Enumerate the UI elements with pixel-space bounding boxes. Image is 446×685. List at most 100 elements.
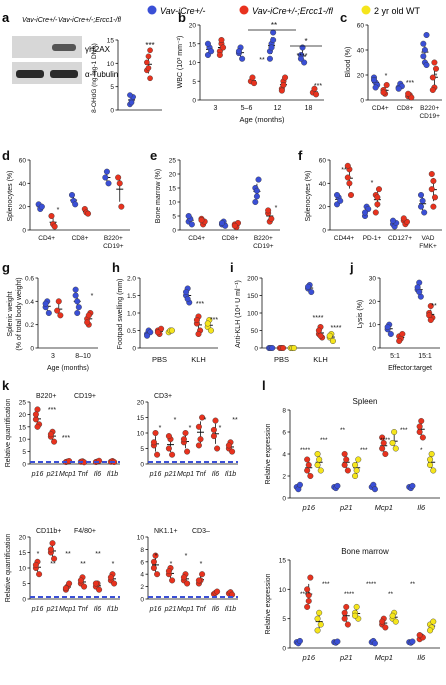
y-tick-label-k1: 5 [22,449,26,456]
data-point-l2 [296,637,303,644]
sig-k2-3: * [204,417,207,424]
data-point-l1 [427,462,434,469]
panel-letter-c: c [340,10,347,25]
x-tick-label-d: CD19+ [103,243,124,250]
y-tick-label-h: 1.0 [127,311,136,318]
data-point-h [184,296,191,303]
x-tick-label-k1: Il1b [107,471,118,478]
panel-f: 0 20 40 60 [319,158,442,235]
data-point-e [265,207,272,214]
x-tick-label-k4: Il1b [225,606,236,613]
panel-letter-g: g [2,260,10,275]
y-tick-label-l2: 10 [279,587,287,594]
sig-k3-2: ** [65,551,71,558]
sig-k4-0: * [155,553,158,560]
sig-k3-4: ** [95,551,101,558]
data-point-a [147,47,153,54]
panel-j: 0 10 20 30 [369,276,440,353]
data-point-b [204,40,211,47]
y-tick-label-f: 0 [322,228,326,235]
y-tick-label-l1: 2 [282,474,286,481]
data-point-k3 [66,580,73,587]
sig-l1-2: ** [340,427,346,434]
data-point-i [269,345,276,352]
data-point-k4 [152,552,159,559]
data-point-l1 [304,456,311,463]
sig-c-2: *** [406,80,414,87]
x-label-g: Age (months) [47,365,89,372]
x-tick-label-d: CD8+ [72,235,89,242]
data-point-k3 [96,586,103,593]
data-point-l2 [343,603,350,610]
data-point-d [116,180,123,187]
data-point-h [183,289,190,296]
sig-l1-5: *** [400,427,408,434]
data-point-l2 [379,618,386,625]
y-tick-label-b: 10 [189,60,197,67]
data-point-l1 [430,467,437,474]
data-point-c [421,47,428,54]
data-point-f [344,174,351,181]
x-tick-label-k2: Il6 [212,471,220,478]
blot-band-gh2ax [12,36,82,58]
x-tick-label-b: 12 [274,105,282,112]
y-label-d: Splenocytes (%) [7,171,14,222]
x-tick-label-k1: Il6 [94,471,102,478]
sig-k2-4: * [219,425,222,432]
data-point-g [74,310,81,317]
y-label-c: Blood (%) [345,47,352,78]
y-tick-label-f: 20 [319,204,327,211]
sig-d-1: * [57,207,60,214]
data-point-f [374,194,381,201]
data-point-e [253,193,260,200]
data-point-i [280,345,287,352]
panel-letter-h: h [112,260,120,275]
y-label-j: Lysis (%) [357,300,364,329]
blot-header-2: Vav-iCre+/-;Ercc1-/fl [58,17,121,24]
data-point-i [290,345,297,352]
data-point-h [154,329,161,336]
data-point-k3 [51,555,58,562]
data-point-c [380,89,387,96]
panel-title-k4: NK1.1+ [154,528,178,535]
data-point-l1 [341,462,348,469]
panel-l2: 0 5 10 15 [279,558,440,653]
data-point-l1 [392,445,399,452]
panel-title-k1: CD19+ [74,393,96,400]
data-point-f [344,162,351,169]
data-point-l1 [314,451,321,458]
data-point-h [168,327,175,334]
data-point-f [372,209,379,216]
panel-title-k3: CD11b+ [36,528,61,535]
y-tick-label-c: 60 [357,23,365,30]
x-tick-label-f: CD127+ [388,235,412,242]
blot-label-tubulin: α-Tubulin [85,70,118,79]
panel-letter-l: l [262,378,266,393]
data-point-g [74,298,81,305]
sig-k2-1: * [174,417,177,424]
data-point-k4 [214,588,221,595]
x-tick-label-e: B220+ [254,235,273,242]
data-point-i [326,332,333,339]
data-point-e [268,215,275,222]
y-tick-label-l1: 0 [282,496,286,503]
y-tick-label-i: 0 [254,346,258,353]
y-tick-label-f: 40 [319,181,327,188]
data-point-l2 [353,603,360,610]
sig-a: *** [145,41,154,50]
y-tick-label-j: 10 [369,322,377,329]
data-point-l1 [428,451,435,458]
panel-a-blot: a Vav-iCre+/- Vav-iCre+/-;Ercc1-/fl γH2A… [2,10,121,84]
data-point-k3 [107,574,114,581]
data-point-l1 [314,462,321,469]
x-tick-label-k3: p16 [31,606,44,613]
data-point-b [251,80,258,87]
y-label-b: WBC (10³ mm⁻²) [177,36,184,89]
sig-l2-4: ** [388,591,394,598]
panel-k1: 0 5 10 15 20 25 [19,400,120,469]
panel-title-k2: CD3+ [154,393,172,400]
data-point-l2 [334,638,341,645]
data-point-k2 [165,445,172,452]
data-point-f [362,209,369,216]
data-point-b [249,74,256,81]
